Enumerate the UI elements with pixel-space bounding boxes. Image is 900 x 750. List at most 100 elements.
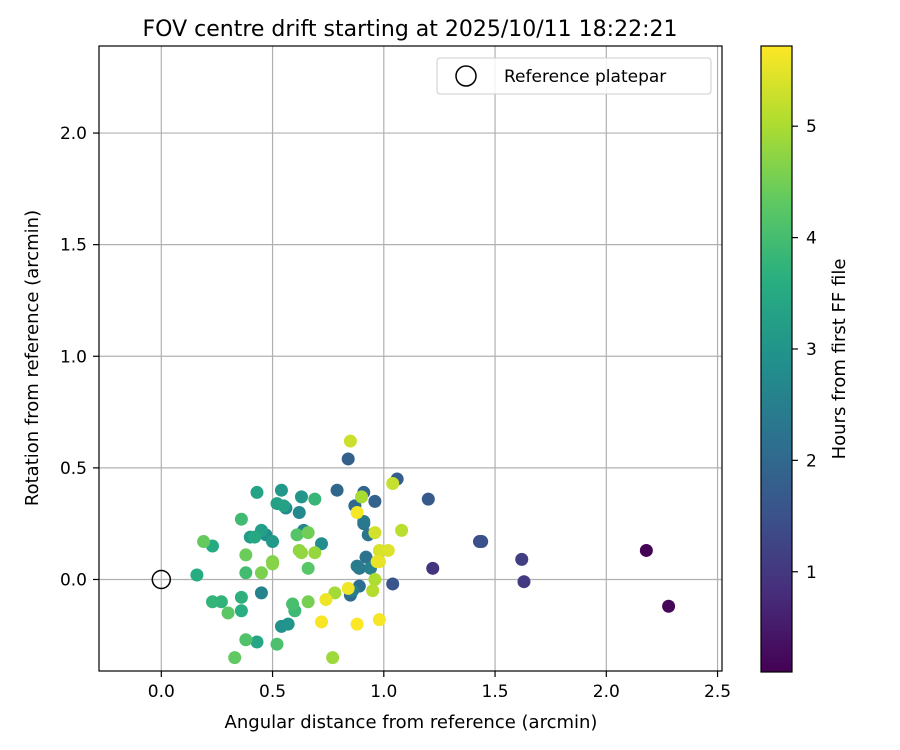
data-points — [190, 434, 676, 665]
data-point — [234, 604, 248, 618]
colorbar-ticks: 1 2 3 4 5 — [792, 117, 817, 583]
data-point — [330, 483, 344, 497]
data-point — [277, 499, 291, 513]
colorbar-label: Hours from first FF file — [829, 259, 850, 460]
data-point — [368, 572, 382, 586]
data-point — [270, 637, 284, 651]
legend: Reference platepar — [436, 57, 712, 95]
colorbar-tick-label: 5 — [806, 117, 817, 137]
y-tick-label: 1.0 — [60, 347, 87, 367]
x-tick-label: 1.0 — [370, 682, 397, 702]
colorbar-frame — [760, 45, 793, 673]
y-tick-label: 0.5 — [60, 459, 87, 479]
x-tick-label: 0.0 — [148, 682, 175, 702]
data-point — [341, 452, 355, 466]
data-point — [343, 434, 357, 448]
x-tick-label: 2.5 — [704, 682, 731, 702]
y-tick-label: 1.5 — [60, 236, 87, 256]
data-point — [359, 550, 373, 564]
colorbar-gradient — [761, 46, 792, 672]
plot-frame — [98, 45, 723, 672]
data-point — [315, 615, 328, 629]
reference-point-marker — [151, 569, 172, 590]
data-point — [368, 494, 382, 508]
data-point — [294, 546, 308, 560]
data-point — [326, 651, 340, 665]
data-point — [266, 557, 280, 571]
data-point — [248, 530, 262, 544]
data-point — [214, 595, 228, 609]
data-point — [239, 566, 253, 580]
data-point — [254, 566, 268, 580]
data-point — [274, 483, 288, 497]
data-point — [239, 548, 253, 562]
data-point — [221, 606, 235, 620]
data-point — [281, 617, 295, 631]
chart-title: FOV centre drift starting at 2025/10/11 … — [143, 17, 678, 42]
x-tick-label: 2.0 — [593, 682, 620, 702]
data-point — [515, 552, 529, 566]
data-point — [292, 506, 306, 520]
data-point — [366, 584, 380, 598]
colorbar: 1 2 3 4 5 Hours from first FF file — [760, 45, 850, 673]
colorbar-tick-label: 1 — [806, 563, 817, 583]
data-point — [350, 506, 364, 520]
data-point — [205, 595, 219, 609]
data-point — [319, 593, 333, 607]
data-point — [301, 526, 315, 540]
data-point — [234, 590, 248, 604]
x-axis-label: Angular distance from reference (arcmin) — [225, 712, 598, 733]
grid-lines — [99, 46, 722, 671]
data-point — [294, 490, 308, 504]
data-point — [517, 575, 531, 589]
data-point — [395, 523, 409, 537]
data-point — [355, 490, 369, 504]
data-point — [372, 613, 386, 627]
x-tick-label: 0.5 — [259, 682, 286, 702]
data-point — [315, 537, 328, 551]
colorbar-tick-label: 4 — [806, 229, 817, 249]
data-point — [368, 526, 382, 540]
x-axis-ticks: 0.0 0.5 1.0 1.5 2.0 2.5 — [148, 671, 731, 702]
data-point — [357, 514, 371, 528]
y-tick-label: 2.0 — [60, 124, 87, 144]
data-point — [301, 561, 315, 575]
legend-box — [436, 57, 712, 95]
data-point — [350, 617, 364, 631]
data-point — [301, 595, 315, 609]
data-point — [662, 599, 676, 613]
data-point — [250, 635, 264, 649]
data-point — [421, 492, 435, 506]
y-tick-label: 0.0 — [60, 570, 87, 590]
data-point — [254, 586, 268, 600]
data-point — [381, 543, 395, 557]
data-point — [308, 546, 322, 560]
data-point — [266, 535, 280, 549]
data-point — [250, 485, 264, 499]
y-axis-label: Rotation from reference (arcmin) — [22, 210, 43, 506]
data-point — [228, 651, 242, 665]
legend-label: Reference platepar — [504, 67, 666, 87]
data-point — [426, 561, 440, 575]
legend-marker — [455, 65, 477, 87]
data-point — [350, 559, 364, 573]
data-point — [197, 535, 211, 549]
data-point — [190, 568, 204, 582]
data-point — [290, 528, 304, 542]
y-axis-ticks: 0.0 0.5 1.0 1.5 2.0 — [60, 124, 99, 590]
data-point — [328, 586, 342, 600]
data-point — [639, 543, 653, 557]
colorbar-tick-label: 3 — [806, 340, 817, 360]
data-point — [341, 581, 355, 595]
data-point — [234, 512, 248, 526]
colorbar-tick-label: 2 — [806, 451, 817, 471]
data-point — [475, 535, 489, 549]
data-point — [370, 555, 384, 569]
data-point — [308, 492, 322, 506]
data-point — [386, 477, 400, 490]
x-tick-label: 1.5 — [482, 682, 509, 702]
data-point — [286, 597, 300, 611]
data-point — [372, 543, 386, 557]
data-point — [239, 633, 253, 647]
